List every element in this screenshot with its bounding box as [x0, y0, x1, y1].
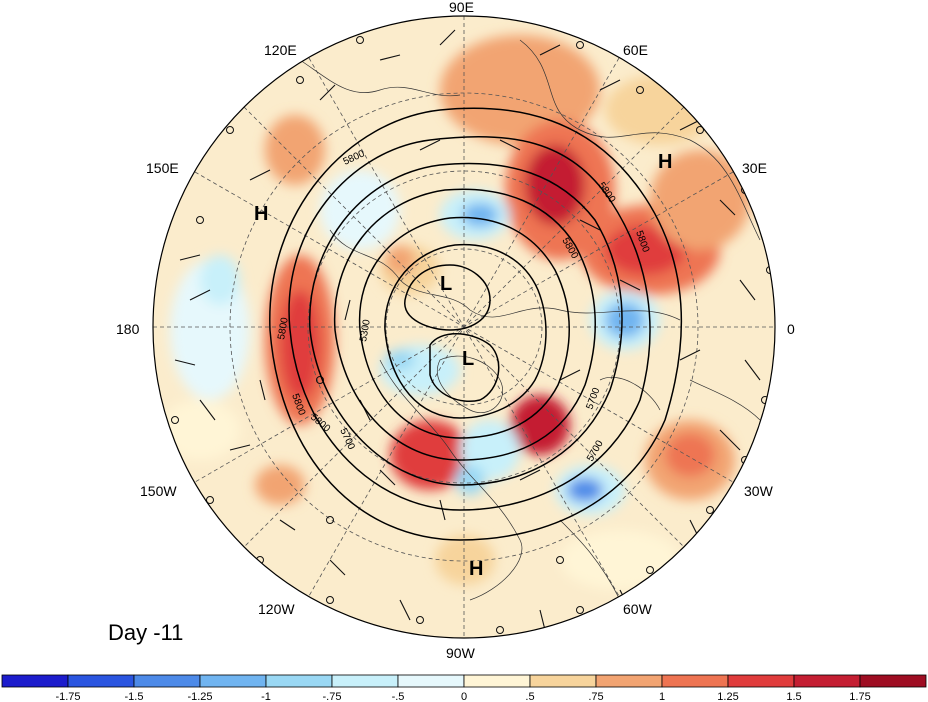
wind-barbs: [174, 29, 761, 631]
lon-label-60e: 60E: [623, 42, 648, 58]
colorbar-tick-label: 1: [659, 691, 665, 702]
coastlines: [299, 39, 761, 601]
height-contours: [269, 107, 683, 541]
colorbar-swatch: [727, 674, 795, 688]
colorbar-tick-label: .5: [525, 691, 534, 702]
colorbar-swatch: [133, 674, 201, 688]
colorbar-swatch: [793, 674, 861, 688]
colorbar-swatch: [859, 674, 927, 688]
low-center-siberia: L: [440, 273, 452, 295]
colorbar-swatch: [529, 674, 597, 688]
colorbar-tick-label: -1: [261, 691, 271, 702]
colorbar-tick-label: -1.5: [125, 691, 144, 702]
longitude-labels: 90E 120E 60E 150E 30E 180 0 150W 30W 120…: [116, 0, 795, 660]
lon-label-180: 180: [116, 321, 140, 337]
colorbar-swatch: [397, 674, 465, 688]
colorbar-tick-label: -.75: [323, 691, 342, 702]
contour-label: 5300: [358, 318, 373, 342]
day-label: Day -11: [108, 620, 184, 645]
high-center-central-america: H: [469, 558, 483, 580]
lon-label-30e: 30E: [742, 160, 767, 176]
lon-label-150e: 150E: [146, 160, 179, 176]
colorbar-tick-label: -1.25: [187, 691, 212, 702]
pressure-centers: H H H L L: [254, 151, 672, 580]
low-center-canada: L: [462, 348, 474, 370]
lon-label-90w: 90W: [446, 645, 476, 660]
colorbar-tick-label: 0: [461, 691, 467, 702]
colorbar-tick-label: -1.75: [55, 691, 80, 702]
colorbar-swatch: [463, 674, 531, 688]
colorbar-swatch: [595, 674, 663, 688]
high-center-east-asia: H: [254, 203, 268, 225]
colorbar-tick-label: -.5: [392, 691, 405, 702]
colorbar-swatch: [661, 674, 729, 688]
colorbar-tick-label: 1.25: [717, 691, 738, 702]
high-center-europe: H: [658, 151, 672, 173]
colorbar-tick-label: 1.5: [786, 691, 801, 702]
colorbar-swatch: [265, 674, 333, 688]
colorbar-tick-label: .75: [588, 691, 603, 702]
lon-label-120w: 120W: [258, 601, 295, 617]
colorbar-swatch: [199, 674, 267, 688]
lon-label-120e: 120E: [264, 42, 297, 58]
lon-label-90e: 90E: [449, 0, 474, 15]
lon-label-30w: 30W: [744, 483, 774, 499]
polar-map: 90E 120E 60E 150E 30E 180 0 150W 30W 120…: [116, 0, 795, 660]
lon-label-60w: 60W: [623, 601, 653, 617]
lon-label-150w: 150W: [140, 483, 177, 499]
colorbar-swatch: [331, 674, 399, 688]
colorbar-tick-label: 1.75: [849, 691, 870, 702]
colorbar-swatch: [1, 674, 69, 688]
colorbar-swatch: [67, 674, 135, 688]
lon-label-0: 0: [787, 321, 795, 337]
map-border: [152, 15, 776, 639]
colorbar: -1.75 -1.5 -1.25 -1 -.75 -.5 0 .5 .75 1 1.25 1.5 1.7…: [1, 674, 927, 702]
graticule: [153, 16, 775, 638]
contour-label: 5800: [276, 316, 291, 340]
